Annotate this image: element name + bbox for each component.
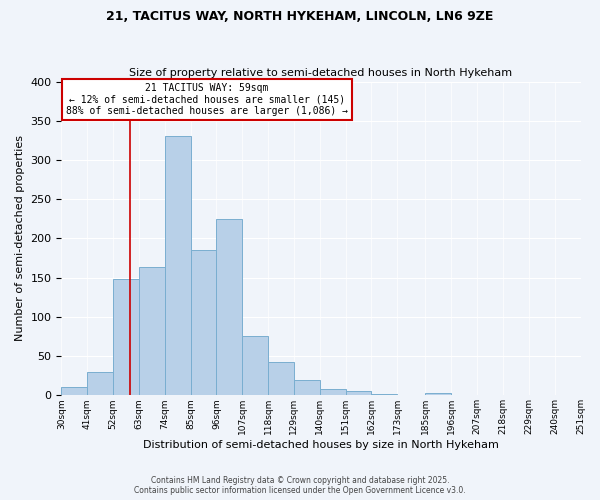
- X-axis label: Distribution of semi-detached houses by size in North Hykeham: Distribution of semi-detached houses by …: [143, 440, 499, 450]
- Bar: [554, 394, 581, 396]
- Bar: [139, 268, 165, 396]
- Title: Size of property relative to semi-detached houses in North Hykeham: Size of property relative to semi-detach…: [130, 68, 512, 78]
- Bar: [346, 392, 371, 396]
- Bar: [165, 136, 191, 396]
- Text: 21, TACITUS WAY, NORTH HYKEHAM, LINCOLN, LN6 9ZE: 21, TACITUS WAY, NORTH HYKEHAM, LINCOLN,…: [106, 10, 494, 23]
- Bar: [397, 394, 423, 396]
- Bar: [191, 250, 217, 396]
- Text: Contains HM Land Registry data © Crown copyright and database right 2025.
Contai: Contains HM Land Registry data © Crown c…: [134, 476, 466, 495]
- Bar: [242, 336, 268, 396]
- Bar: [217, 219, 242, 396]
- Bar: [425, 393, 451, 396]
- Bar: [87, 372, 113, 396]
- Bar: [294, 380, 320, 396]
- Bar: [113, 279, 139, 396]
- Bar: [268, 362, 294, 396]
- Y-axis label: Number of semi-detached properties: Number of semi-detached properties: [15, 136, 25, 342]
- Bar: [61, 388, 87, 396]
- Bar: [451, 394, 477, 396]
- Bar: [371, 394, 397, 396]
- Bar: [320, 389, 346, 396]
- Text: 21 TACITUS WAY: 59sqm
← 12% of semi-detached houses are smaller (145)
88% of sem: 21 TACITUS WAY: 59sqm ← 12% of semi-deta…: [66, 83, 348, 116]
